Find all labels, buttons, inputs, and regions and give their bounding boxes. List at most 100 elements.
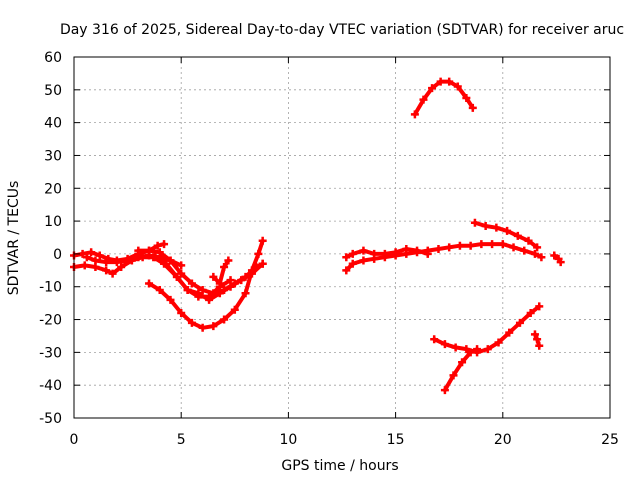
data-point-marker <box>359 256 368 265</box>
data-point-marker <box>477 240 486 249</box>
x-tick-label: 0 <box>70 432 79 448</box>
data-point-marker <box>258 236 267 245</box>
data-point-marker <box>462 94 471 103</box>
data-point-marker <box>445 77 454 86</box>
data-point-marker <box>162 259 171 268</box>
data-point-marker <box>87 248 96 257</box>
x-tick-label: 10 <box>279 432 297 448</box>
data-point-marker <box>434 244 443 253</box>
data-point-marker <box>535 341 544 350</box>
data-point-marker <box>509 243 518 252</box>
data-point-marker <box>145 279 154 288</box>
data-point-marker <box>258 259 267 268</box>
y-tick-label: -10 <box>39 280 62 296</box>
data-point-marker <box>423 249 432 258</box>
data-point-marker <box>91 256 100 265</box>
chart-title: Day 316 of 2025, Sidereal Day-to-day VTE… <box>60 22 624 38</box>
data-point-marker <box>226 282 235 291</box>
y-tick-label: -30 <box>39 345 62 361</box>
data-point-marker <box>209 272 218 281</box>
data-point-marker <box>520 246 529 255</box>
data-point-marker <box>172 272 181 281</box>
y-tick-label: 40 <box>44 116 62 132</box>
data-point-marker <box>177 308 186 317</box>
data-point-marker <box>247 269 256 278</box>
data-point-marker <box>550 251 559 260</box>
data-point-marker <box>453 82 462 91</box>
data-point-marker <box>342 266 351 275</box>
data-point-marker <box>556 258 565 267</box>
plot-frame <box>73 56 611 419</box>
data-point-marker <box>440 386 449 395</box>
x-tick-label: 5 <box>177 432 186 448</box>
data-point-marker <box>95 251 104 260</box>
data-point-marker <box>215 279 224 288</box>
series-line-track-14 <box>442 347 480 393</box>
data-point-marker <box>348 249 357 258</box>
data-point-marker <box>112 258 121 267</box>
data-point-marker <box>155 248 164 257</box>
data-point-marker <box>370 249 379 258</box>
data-point-marker <box>498 240 507 249</box>
data-series-layer <box>70 77 565 395</box>
data-point-marker <box>187 318 196 327</box>
data-point-marker <box>428 84 437 93</box>
data-point-marker <box>102 266 111 275</box>
data-point-marker <box>359 246 368 255</box>
data-point-marker <box>108 269 117 278</box>
data-point-marker <box>470 218 479 227</box>
y-tick-label: 10 <box>44 214 62 230</box>
data-point-marker <box>483 345 492 354</box>
data-point-marker <box>82 253 91 262</box>
data-point-marker <box>530 249 539 258</box>
data-point-marker <box>413 246 422 255</box>
data-point-marker <box>455 241 464 250</box>
x-axis-label: GPS time / hours <box>281 458 398 474</box>
data-point-marker <box>440 340 449 349</box>
data-point-marker <box>80 261 89 270</box>
data-point-marker <box>391 248 400 257</box>
data-point-marker <box>466 241 475 250</box>
y-tick-label: 30 <box>44 148 62 164</box>
data-point-marker <box>505 328 514 337</box>
data-point-marker <box>513 231 522 240</box>
data-point-marker <box>449 371 458 380</box>
data-point-marker <box>526 308 535 317</box>
data-point-marker <box>488 240 497 249</box>
data-point-marker <box>445 243 454 252</box>
data-point-marker <box>183 286 192 295</box>
data-point-marker <box>166 256 175 265</box>
data-point-marker <box>492 223 501 232</box>
data-point-marker <box>524 236 533 245</box>
y-tick-label: 60 <box>44 50 62 66</box>
data-point-marker <box>410 110 419 119</box>
y-tick-label: 50 <box>44 83 62 99</box>
data-point-marker <box>177 269 186 278</box>
data-point-marker <box>530 330 539 339</box>
data-point-marker <box>254 249 263 258</box>
y-tick-label: -20 <box>39 313 62 329</box>
series-line-track-12 <box>412 79 475 117</box>
data-point-marker <box>380 249 389 258</box>
data-point-marker <box>451 343 460 352</box>
data-point-marker <box>220 263 229 272</box>
axis-ticks: 0 5 10 15 20 25 -50 -40 -30 -20 -10 0 10 20 30 40 50 60 <box>39 50 619 448</box>
data-point-marker <box>348 259 357 268</box>
y-tick-label: -40 <box>39 378 62 394</box>
data-point-marker <box>209 322 218 331</box>
data-point-marker <box>123 256 132 265</box>
data-point-marker <box>402 244 411 253</box>
data-point-marker <box>117 263 126 272</box>
data-point-marker <box>535 302 544 311</box>
data-point-marker <box>177 261 186 270</box>
data-point-marker <box>160 240 169 249</box>
data-point-marker <box>533 243 542 252</box>
data-point-marker <box>533 335 542 344</box>
x-tick-label: 25 <box>601 432 619 448</box>
data-point-marker <box>153 241 162 250</box>
data-point-marker <box>151 253 160 262</box>
data-point-marker <box>481 222 490 231</box>
data-point-marker <box>102 258 111 267</box>
data-point-marker <box>436 77 445 86</box>
